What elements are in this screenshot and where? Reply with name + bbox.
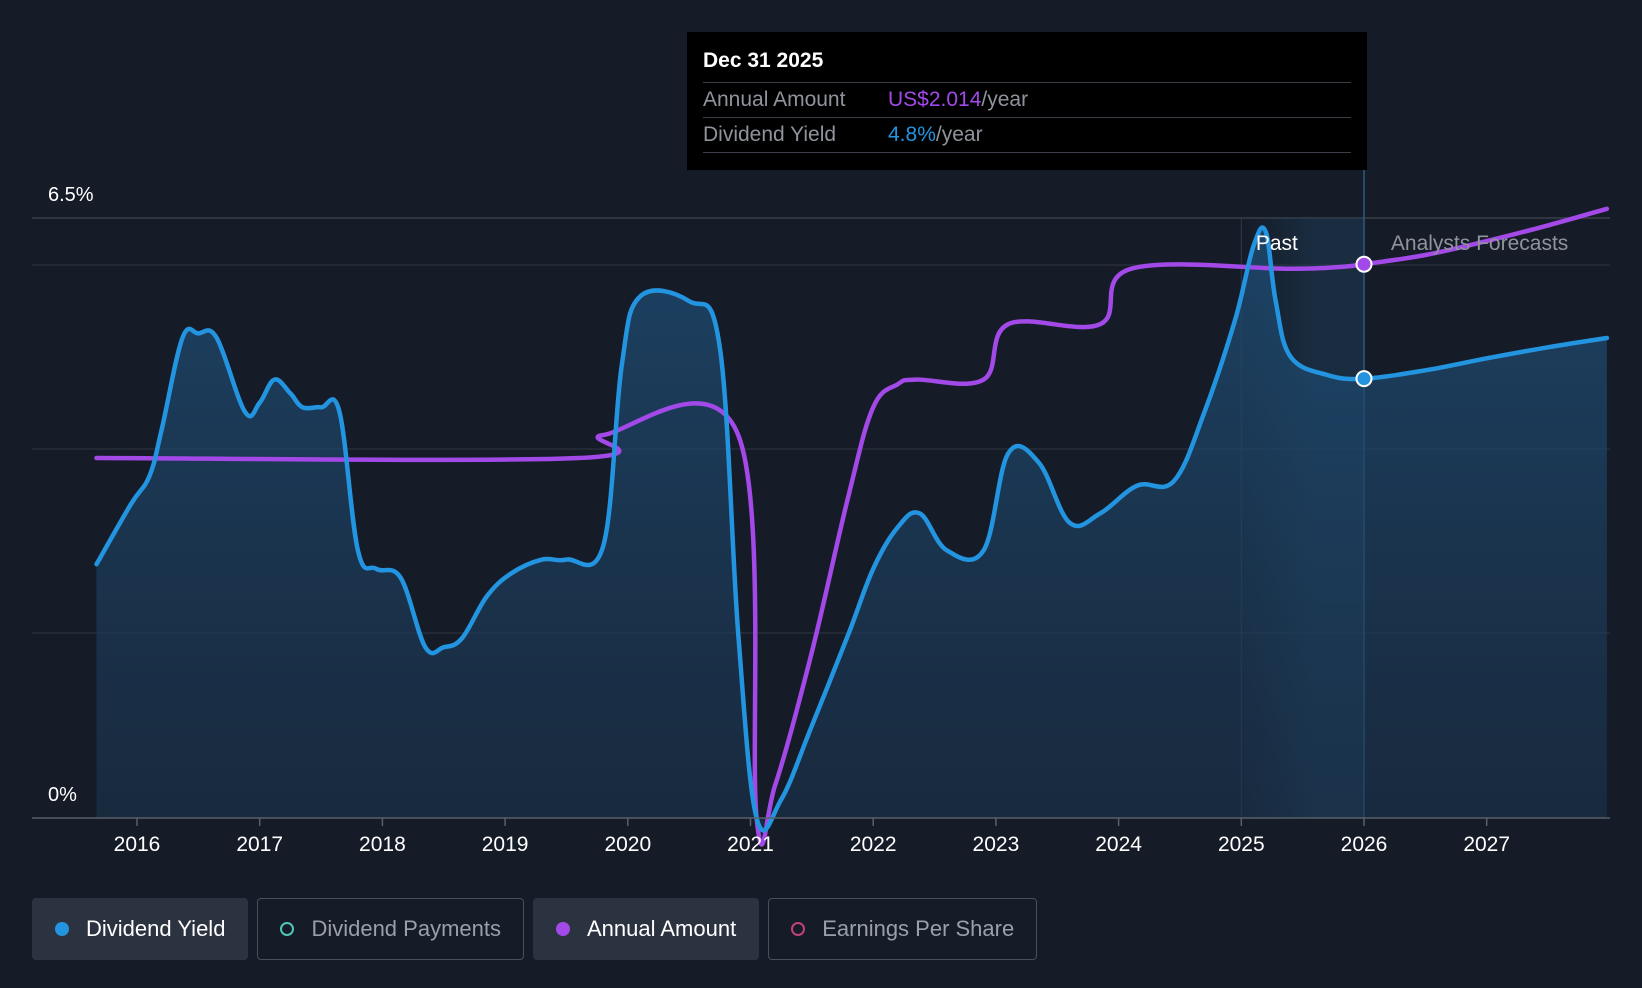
legend-dot-icon — [55, 922, 69, 936]
legend-dividend-yield-button[interactable]: Dividend Yield — [32, 898, 249, 960]
past-region-label: Past — [1256, 232, 1298, 255]
legend-dot-icon — [555, 922, 570, 936]
x-tick-label: 2019 — [482, 833, 529, 856]
annual-amount-marker — [1355, 255, 1373, 273]
x-tick-label: 2026 — [1341, 833, 1388, 856]
dividend-chart: 2016 2017 2018 2019 2020 2021 2022 2023 2024 2025… — [32, 170, 1610, 856]
legend-label: Dividend Payments — [311, 916, 501, 941]
series-area-dividend-yield — [96, 227, 1607, 831]
x-tick-label: 2017 — [236, 833, 283, 856]
x-tick-label: 2024 — [1095, 833, 1142, 856]
x-tick-label: 2021 — [727, 833, 774, 856]
tooltip-row-unit: /year — [981, 88, 1029, 111]
legend-label: Annual Amount — [586, 916, 737, 941]
forecast-region-label: Analysts Forecasts — [1391, 232, 1568, 255]
tooltip-row-label: Annual Amount — [703, 88, 846, 111]
legend-dividend-payments-button[interactable]: Dividend Payments — [257, 898, 524, 960]
legend-annual-amount-button[interactable]: Annual Amount — [532, 898, 760, 960]
x-axis: 2016 2017 2018 2019 2020 2021 2022 2023 2024 2025… — [32, 817, 1610, 856]
legend-earnings-per-share-button[interactable]: Earnings Per Share — [768, 898, 1038, 960]
series-line-annual-amount — [94, 206, 1610, 847]
tooltip-date: Dec 31 2025 — [703, 46, 1351, 83]
chart-legend: Dividend Yield Dividend Payments Annual … — [32, 898, 1038, 960]
x-tick-label: 2025 — [1218, 833, 1265, 856]
legend-dot-icon — [791, 922, 806, 936]
tooltip-row-annual-amount: Annual Amount US$2.014 /year — [703, 83, 1351, 118]
x-tick-label: 2016 — [114, 833, 161, 856]
x-tick-label: 2018 — [359, 833, 406, 856]
tooltip-row-unit: /year — [935, 123, 983, 146]
x-tick-label: 2022 — [850, 833, 897, 856]
series-line-dividend-yield — [94, 225, 1610, 833]
tooltip-row-dividend-yield: Dividend Yield 4.8% /year — [703, 118, 1351, 153]
x-tick-label: 2023 — [973, 833, 1020, 856]
x-tick-label: 2027 — [1463, 833, 1510, 856]
legend-label: Earnings Per Share — [822, 916, 1015, 941]
tooltip-row-value: 4.8% — [888, 123, 936, 146]
y-axis-bottom-label: 0% — [48, 784, 77, 806]
series-layer — [94, 206, 1610, 847]
tooltip-row-label: Dividend Yield — [703, 123, 837, 146]
highlight-markers — [1355, 255, 1373, 388]
tooltip-row-value: US$2.014 — [888, 88, 982, 111]
legend-dot-icon — [280, 922, 295, 936]
x-tick-label: 2020 — [604, 833, 651, 856]
dividend-yield-marker — [1355, 370, 1373, 388]
legend-label: Dividend Yield — [86, 916, 226, 941]
chart-tooltip: Dec 31 2025 Annual Amount US$2.014 /year… — [687, 32, 1367, 170]
y-axis-top-label: 6.5% — [48, 184, 94, 206]
